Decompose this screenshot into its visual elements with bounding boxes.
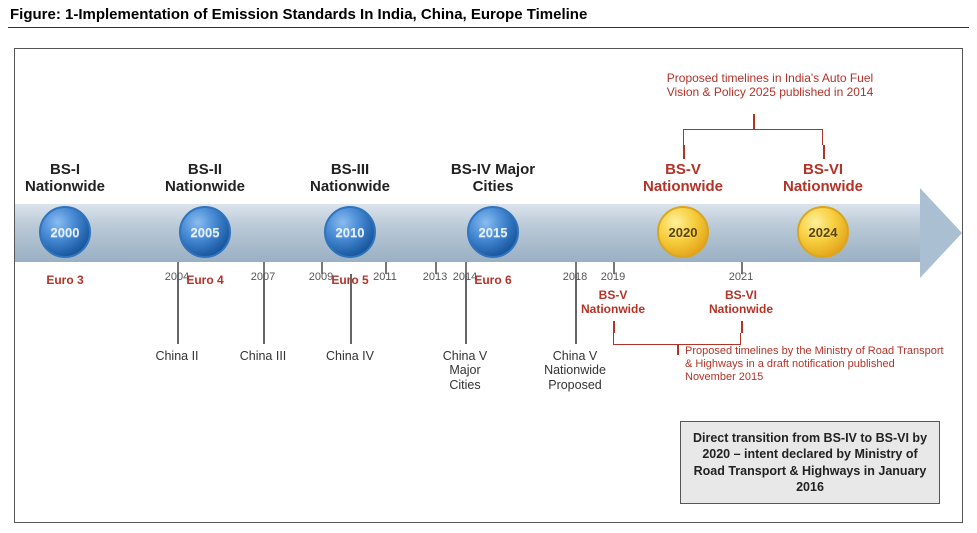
year-marker-2024: 2024: [797, 206, 849, 258]
transition-note-box: Direct transition from BS-IV to BS-VI by…: [680, 421, 940, 504]
above-label-2015: BS-IV Major Cities: [451, 161, 535, 196]
china-dropline: [465, 274, 467, 344]
above-label-2024: BS-VI Nationwide: [783, 161, 863, 196]
tick-label-2011: 2011: [373, 271, 397, 283]
bottom-bracket-left-rise: [613, 321, 615, 333]
bottom-bracket-stem: [677, 345, 679, 355]
above-label-2005: BS-II Nationwide: [165, 161, 245, 196]
bottom-bracket: [613, 333, 741, 345]
china-label: China IV: [326, 349, 374, 363]
below-label: BS-V Nationwide: [581, 289, 645, 317]
top-proposed-annotation: Proposed timelines in India's Auto Fuel …: [655, 71, 885, 100]
figure-title: Figure: 1-Implementation of Emission Sta…: [0, 0, 977, 25]
china-dropline: [263, 274, 265, 344]
china-dropline: [575, 274, 577, 344]
tick-label-2019: 2019: [601, 271, 625, 283]
top-bracket-right-drop: [823, 145, 825, 159]
year-marker-2000: 2000: [39, 206, 91, 258]
euro-label-2005: Euro 4: [186, 273, 223, 287]
chart-frame: Proposed timelines in India's Auto Fuel …: [14, 48, 963, 523]
top-bracket-left-drop: [683, 145, 685, 159]
china-label: China III: [240, 349, 287, 363]
above-label-2010: BS-III Nationwide: [310, 161, 390, 196]
top-bracket-stem: [753, 114, 755, 129]
bottom-bracket-right-rise: [741, 321, 743, 333]
above-label-2000: BS-I Nationwide: [25, 161, 105, 196]
china-label: China II: [155, 349, 198, 363]
china-label: China V Nationwide Proposed: [544, 349, 606, 392]
year-marker-2005: 2005: [179, 206, 231, 258]
china-label: China V Major Cities: [443, 349, 487, 392]
tick-label-2009: 2009: [309, 271, 333, 283]
china-dropline: [350, 274, 352, 344]
bottom-proposed-annotation: Proposed timelines by the Ministry of Ro…: [685, 345, 945, 385]
above-label-2020: BS-V Nationwide: [643, 161, 723, 196]
year-marker-2020: 2020: [657, 206, 709, 258]
year-marker-2015: 2015: [467, 206, 519, 258]
tick-label-2021: 2021: [729, 271, 753, 283]
year-marker-2010: 2010: [324, 206, 376, 258]
top-bracket: [683, 129, 823, 145]
tick-label-2013: 2013: [423, 271, 447, 283]
china-dropline: [177, 274, 179, 344]
arrow-head-icon: [920, 188, 962, 278]
below-label: BS-VI Nationwide: [709, 289, 773, 317]
euro-label-2015: Euro 6: [474, 273, 511, 287]
euro-label-2000: Euro 3: [46, 273, 83, 287]
title-rule: [8, 27, 969, 28]
